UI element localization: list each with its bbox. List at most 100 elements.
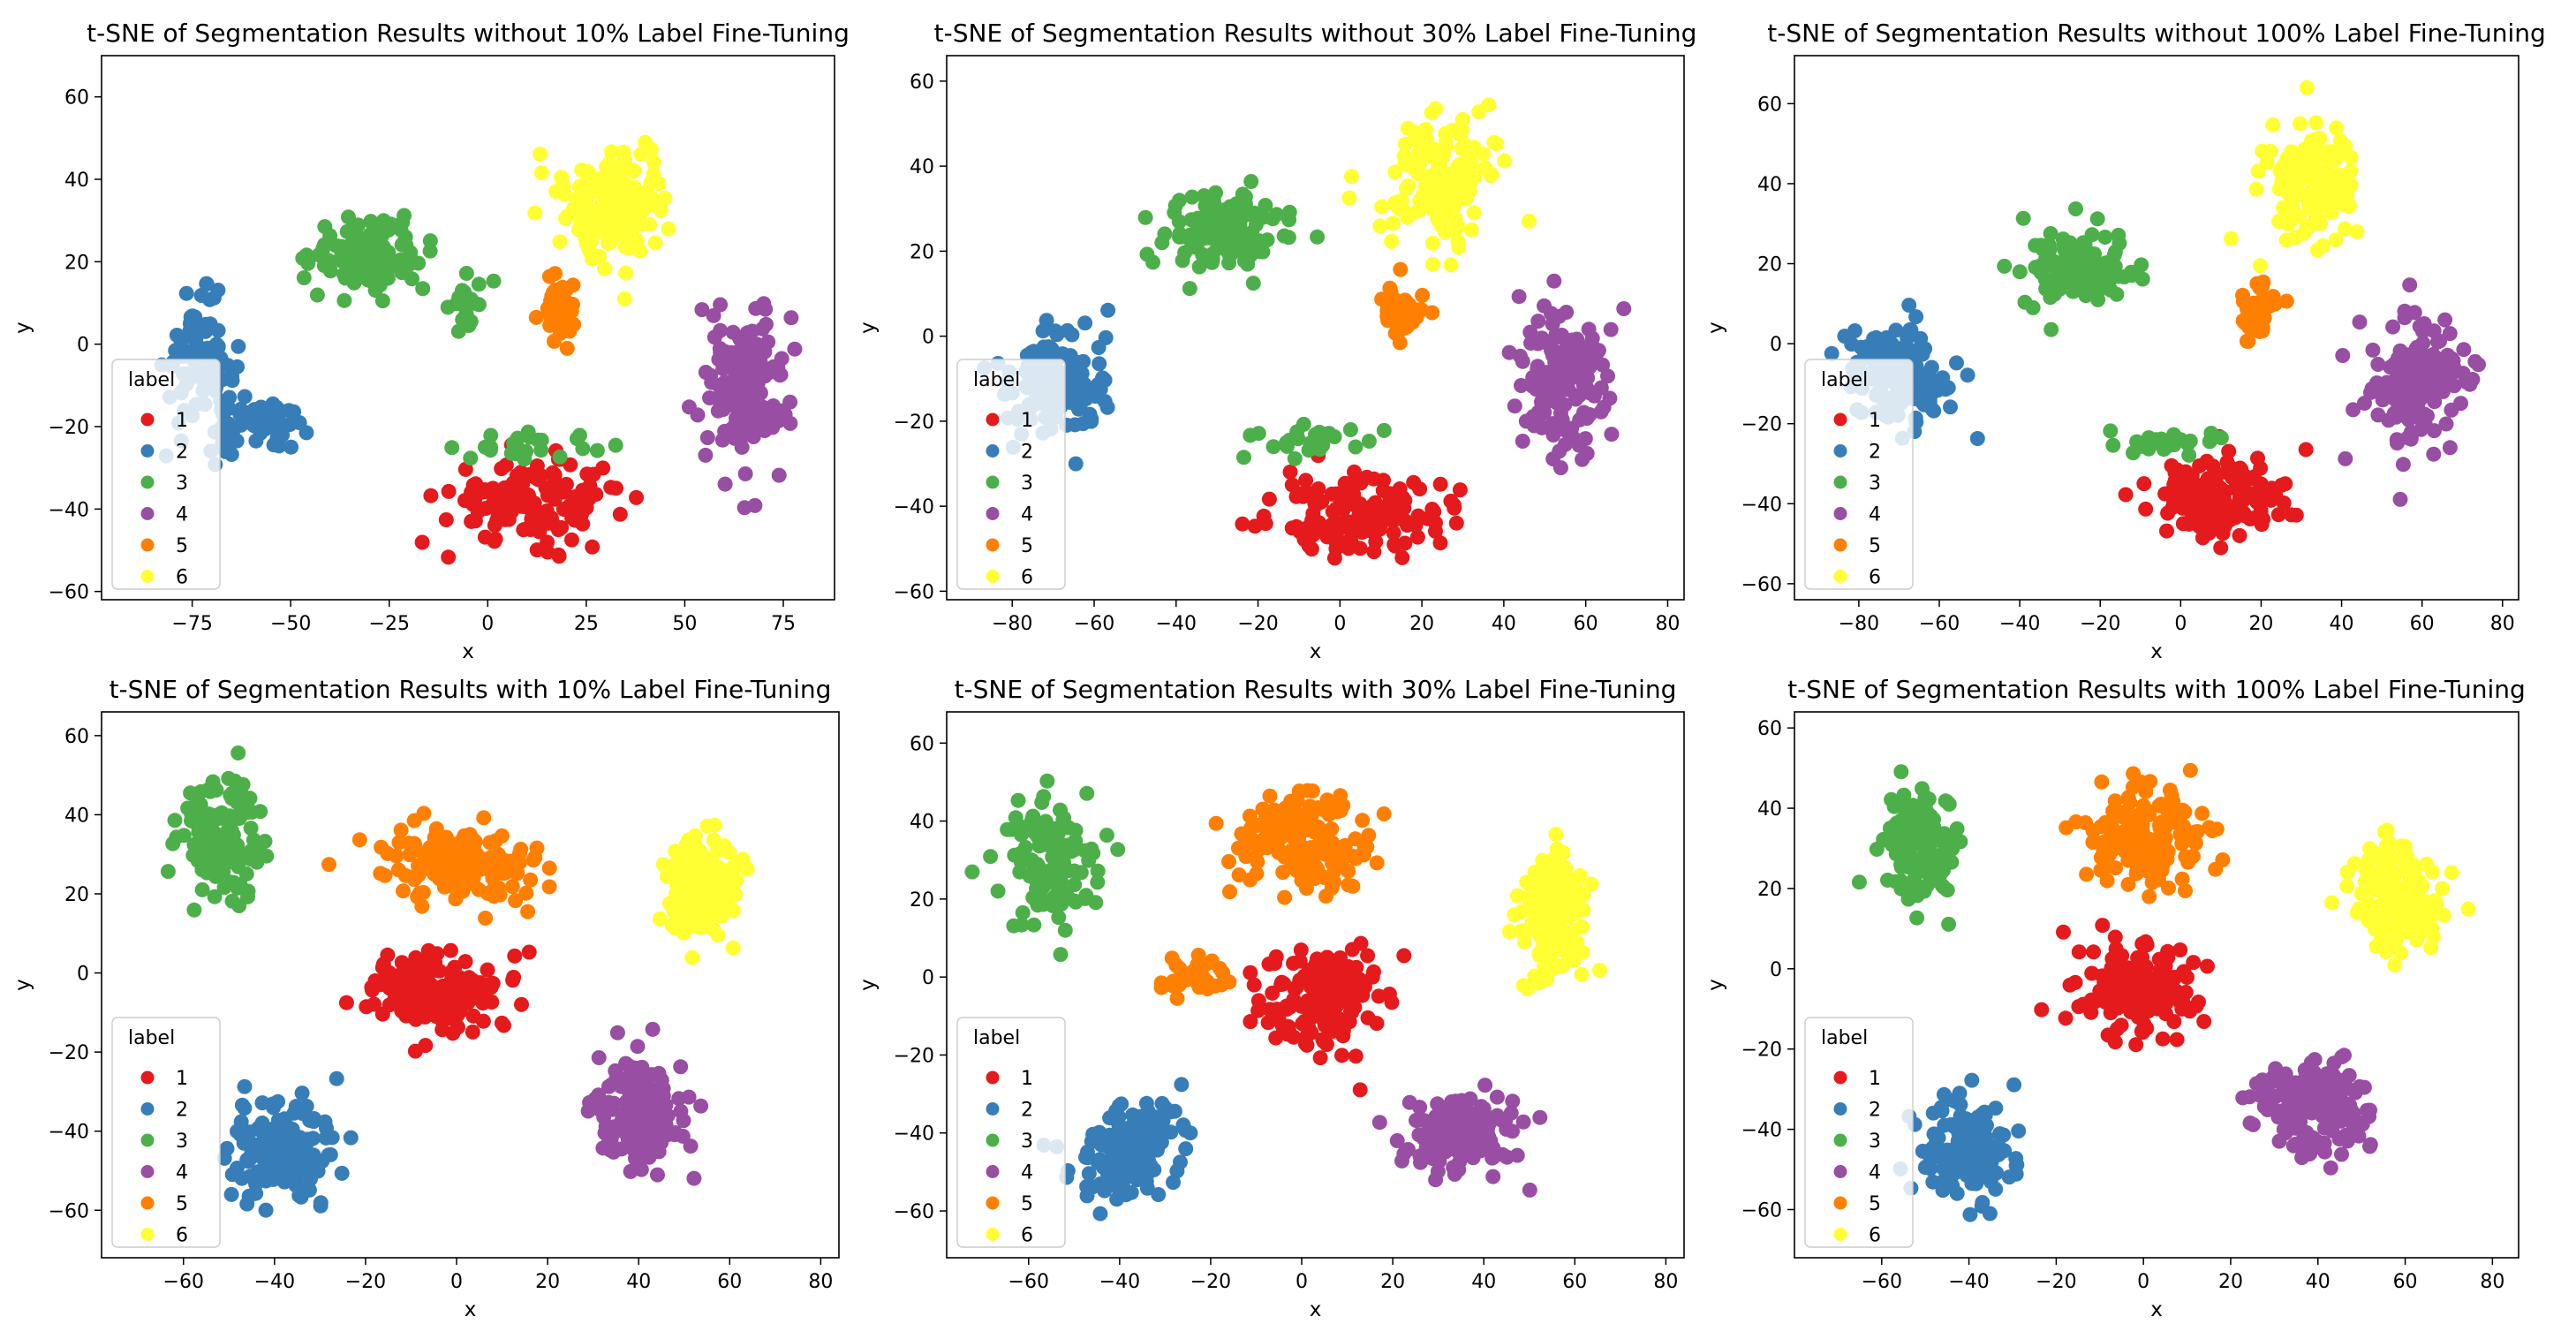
data-point (618, 265, 634, 281)
data-point (240, 1154, 256, 1169)
data-point (223, 874, 238, 890)
data-point (443, 1010, 459, 1026)
x-tick-label: 40 (1492, 613, 1516, 635)
legend-marker (140, 538, 155, 552)
data-point (773, 367, 789, 382)
data-point (2248, 1076, 2264, 1092)
data-point (471, 881, 487, 897)
data-point (1927, 866, 1942, 881)
data-point (1325, 835, 1341, 851)
data-point (506, 435, 522, 451)
data-point (1361, 828, 1377, 843)
data-point (1522, 1182, 1537, 1198)
data-point (1876, 831, 1892, 847)
data-point (200, 854, 216, 870)
data-point (1092, 356, 1107, 372)
data-point (374, 839, 389, 855)
data-point (2103, 423, 2119, 439)
data-point (2223, 231, 2239, 246)
data-point (1951, 1125, 1967, 1141)
data-point (1497, 153, 1513, 169)
data-point (667, 1127, 683, 1143)
data-point (1056, 810, 1072, 826)
y-tick-label: −40 (49, 1122, 89, 1144)
data-point (575, 516, 591, 532)
data-point (2138, 995, 2154, 1010)
data-point (1084, 386, 1100, 402)
data-point (487, 533, 502, 549)
legend-marker (140, 1133, 155, 1147)
data-point (1293, 942, 1309, 958)
data-point (2246, 1116, 2261, 1132)
y-tick-label: 20 (910, 889, 934, 912)
data-point (1455, 1101, 1471, 1117)
data-point (685, 914, 701, 930)
data-point (1343, 1003, 1358, 1019)
chart-title: t-SNE of Segmentation Results without 30… (934, 19, 1697, 48)
data-point (644, 1067, 660, 1083)
data-point (538, 480, 554, 496)
data-point (1381, 987, 1397, 1002)
data-point (1515, 1114, 1531, 1130)
chart-title: t-SNE of Segmentation Results with 100% … (1787, 675, 2526, 704)
subplot-1: t-SNE of Segmentation Results without 10… (11, 19, 850, 663)
legend-label: 1 (176, 1068, 188, 1090)
data-point (559, 340, 575, 356)
data-point (1376, 422, 1392, 438)
data-point (1298, 473, 1314, 488)
data-point (1273, 974, 1289, 990)
data-point (2139, 937, 2155, 953)
data-point (486, 273, 502, 289)
data-point (2315, 238, 2330, 253)
x-tick-label: −40 (254, 1271, 295, 1293)
data-point (424, 863, 440, 879)
data-point (1315, 1032, 1331, 1048)
data-point (472, 988, 487, 1004)
data-point (1178, 1123, 1193, 1139)
data-point (1428, 524, 1443, 539)
legend-label: 6 (176, 567, 188, 589)
series-5 (1153, 783, 1392, 1006)
data-point (1374, 199, 1390, 215)
legend-title: label (128, 1027, 175, 1049)
data-point (1157, 1123, 1173, 1139)
data-point (1334, 1048, 1349, 1063)
data-point (2265, 117, 2281, 132)
data-point (494, 461, 510, 477)
data-point (711, 378, 727, 393)
data-point (1197, 231, 1212, 246)
data-point (1182, 281, 1197, 297)
legend-title: label (973, 1027, 1020, 1049)
data-point (454, 871, 470, 887)
data-point (721, 844, 737, 860)
data-point (1311, 481, 1326, 496)
data-point (673, 1059, 689, 1075)
data-point (699, 818, 715, 834)
data-point (193, 797, 208, 813)
data-point (1847, 323, 1862, 338)
data-point (1079, 785, 1095, 801)
legend-box (111, 1017, 221, 1248)
subplot-6: t-SNE of Segmentation Results with 100% … (1704, 675, 2526, 1321)
data-point (1559, 350, 1575, 366)
x-axis-label: x (462, 640, 474, 663)
legend-box (111, 359, 221, 590)
data-point (575, 482, 591, 498)
data-point (1909, 910, 1925, 926)
data-point (1341, 877, 1356, 893)
data-point (429, 946, 445, 962)
legend-marker (986, 1070, 1000, 1085)
data-point (1250, 842, 1266, 858)
data-point (452, 1000, 468, 1016)
data-point (483, 427, 499, 443)
data-point (688, 838, 703, 854)
data-point (315, 240, 331, 256)
data-point (1953, 1138, 1968, 1154)
legend-marker (140, 1102, 155, 1116)
legend-label: 5 (176, 1193, 188, 1215)
data-point (429, 998, 445, 1014)
data-point (741, 331, 757, 346)
data-point (1205, 192, 1221, 208)
data-point (2329, 120, 2345, 136)
